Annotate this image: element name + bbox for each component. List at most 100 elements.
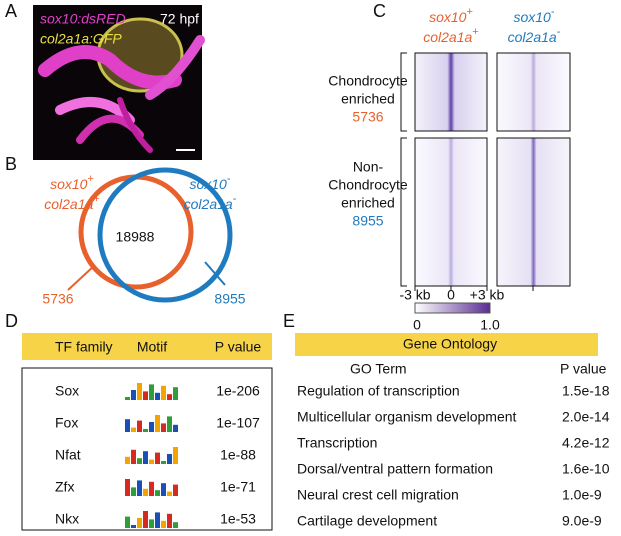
go-term: Dorsal/ventral pattern formation [297, 461, 493, 477]
go-term: Multicellular organism development [297, 409, 517, 425]
motif-letter [143, 429, 148, 432]
label: sox10:dsRED [40, 11, 126, 27]
heatmap [414, 52, 488, 132]
title: Gene Ontology [403, 336, 497, 352]
motif-letter [125, 419, 130, 432]
gene-sign: - [551, 6, 555, 18]
heatmap [496, 137, 571, 287]
gene-sign: - [233, 193, 237, 205]
gene-label: col2a1a+ [423, 26, 478, 45]
motif-letter [155, 452, 160, 464]
colorbar [414, 302, 491, 314]
axis-label: 0 [447, 287, 455, 303]
venn-count: 18988 [116, 229, 155, 245]
venn-count: 5736 [42, 291, 73, 307]
motif-letter [137, 518, 142, 528]
motif-letter [131, 487, 136, 496]
p-value: 1.6e-10 [562, 461, 610, 477]
p-value: 1e-206 [216, 383, 260, 399]
p-value: 1e-107 [216, 415, 260, 431]
gene-label: col2a1a+ [44, 193, 99, 212]
motif-letter [143, 511, 148, 528]
axis-label: +3 kb [470, 287, 505, 303]
panel-letter: E [283, 311, 295, 331]
group-label: Chondrocyte [328, 177, 408, 193]
axis [414, 285, 570, 291]
motif-letter [149, 481, 154, 496]
venn-circle [97, 167, 233, 303]
gene-name: sox10 [189, 176, 227, 192]
colorbar-label: 0 [413, 317, 421, 333]
motif-letter [149, 459, 154, 464]
gene-label: sox10- [189, 173, 230, 192]
motif-letter [167, 394, 172, 400]
p-value: 1.0e-9 [562, 487, 602, 503]
panel-letter: A [5, 1, 17, 21]
group-label: Non- [353, 159, 384, 175]
column-header: P value [215, 339, 262, 355]
group-label: enriched [341, 91, 395, 107]
heatmap [414, 137, 488, 287]
motif-letter [149, 519, 154, 528]
header-band [295, 333, 598, 356]
motif-letter [137, 458, 142, 464]
motif-letter [173, 447, 178, 464]
p-value: 1e-88 [220, 447, 256, 463]
motif-letter [131, 525, 136, 528]
group-count: 8955 [352, 213, 383, 229]
tissue [38, 17, 205, 153]
gene-sign: + [87, 173, 93, 185]
motif-letter [173, 387, 178, 400]
gene-label: col2a1a- [184, 193, 237, 212]
label: 72 hpf [160, 11, 199, 27]
go-term: Regulation of transcription [297, 383, 460, 399]
tf-family: Sox [55, 383, 79, 399]
motif-letter [167, 416, 172, 432]
gene-name: sox10 [513, 9, 551, 25]
label: col2a1a:GFP [40, 31, 122, 47]
gene-label: sox10+ [50, 173, 94, 192]
motif-letter [125, 456, 130, 464]
motif-letter [161, 423, 166, 432]
motif-letter [137, 480, 142, 496]
group-count: 5736 [352, 109, 383, 125]
motif-letter [167, 513, 172, 528]
motif-letter [173, 522, 178, 528]
column-header: Motif [137, 339, 167, 355]
gene-name: sox10 [429, 9, 467, 25]
gene-sign: - [557, 26, 561, 38]
motif-letter [125, 479, 130, 496]
motif-letter [161, 385, 166, 400]
panel-letter: B [5, 154, 17, 174]
motif-letter [131, 427, 136, 432]
tf-family: Zfx [55, 479, 74, 495]
motif-letter [137, 383, 142, 400]
motif-letter [125, 397, 130, 400]
pointer [204, 261, 226, 286]
header-band [22, 333, 272, 360]
tf-family: Fox [55, 415, 78, 431]
motif-letter [155, 392, 160, 400]
group-label: enriched [341, 195, 395, 211]
motif-letter [143, 451, 148, 464]
motif-letter [149, 422, 154, 432]
gene-label: sox10- [513, 6, 554, 25]
gene-label: sox10+ [429, 6, 473, 25]
motif-letter [125, 516, 130, 528]
column-header: P value [560, 361, 607, 377]
gene-label: col2a1a- [508, 26, 561, 45]
heatmap [496, 52, 571, 132]
p-value: 9.0e-9 [562, 513, 602, 529]
tf-family: Nkx [55, 511, 79, 527]
motif-letter [143, 391, 148, 400]
motif-letter [155, 490, 160, 496]
gene-name: sox10 [50, 176, 88, 192]
table-box [21, 367, 273, 531]
p-value: 1e-71 [220, 479, 256, 495]
go-term: Cartilage development [297, 513, 437, 529]
gene-sign: + [472, 26, 478, 38]
venn-count: 8955 [214, 291, 245, 307]
p-value: 1.5e-18 [562, 383, 610, 399]
gene-sign: - [227, 173, 231, 185]
